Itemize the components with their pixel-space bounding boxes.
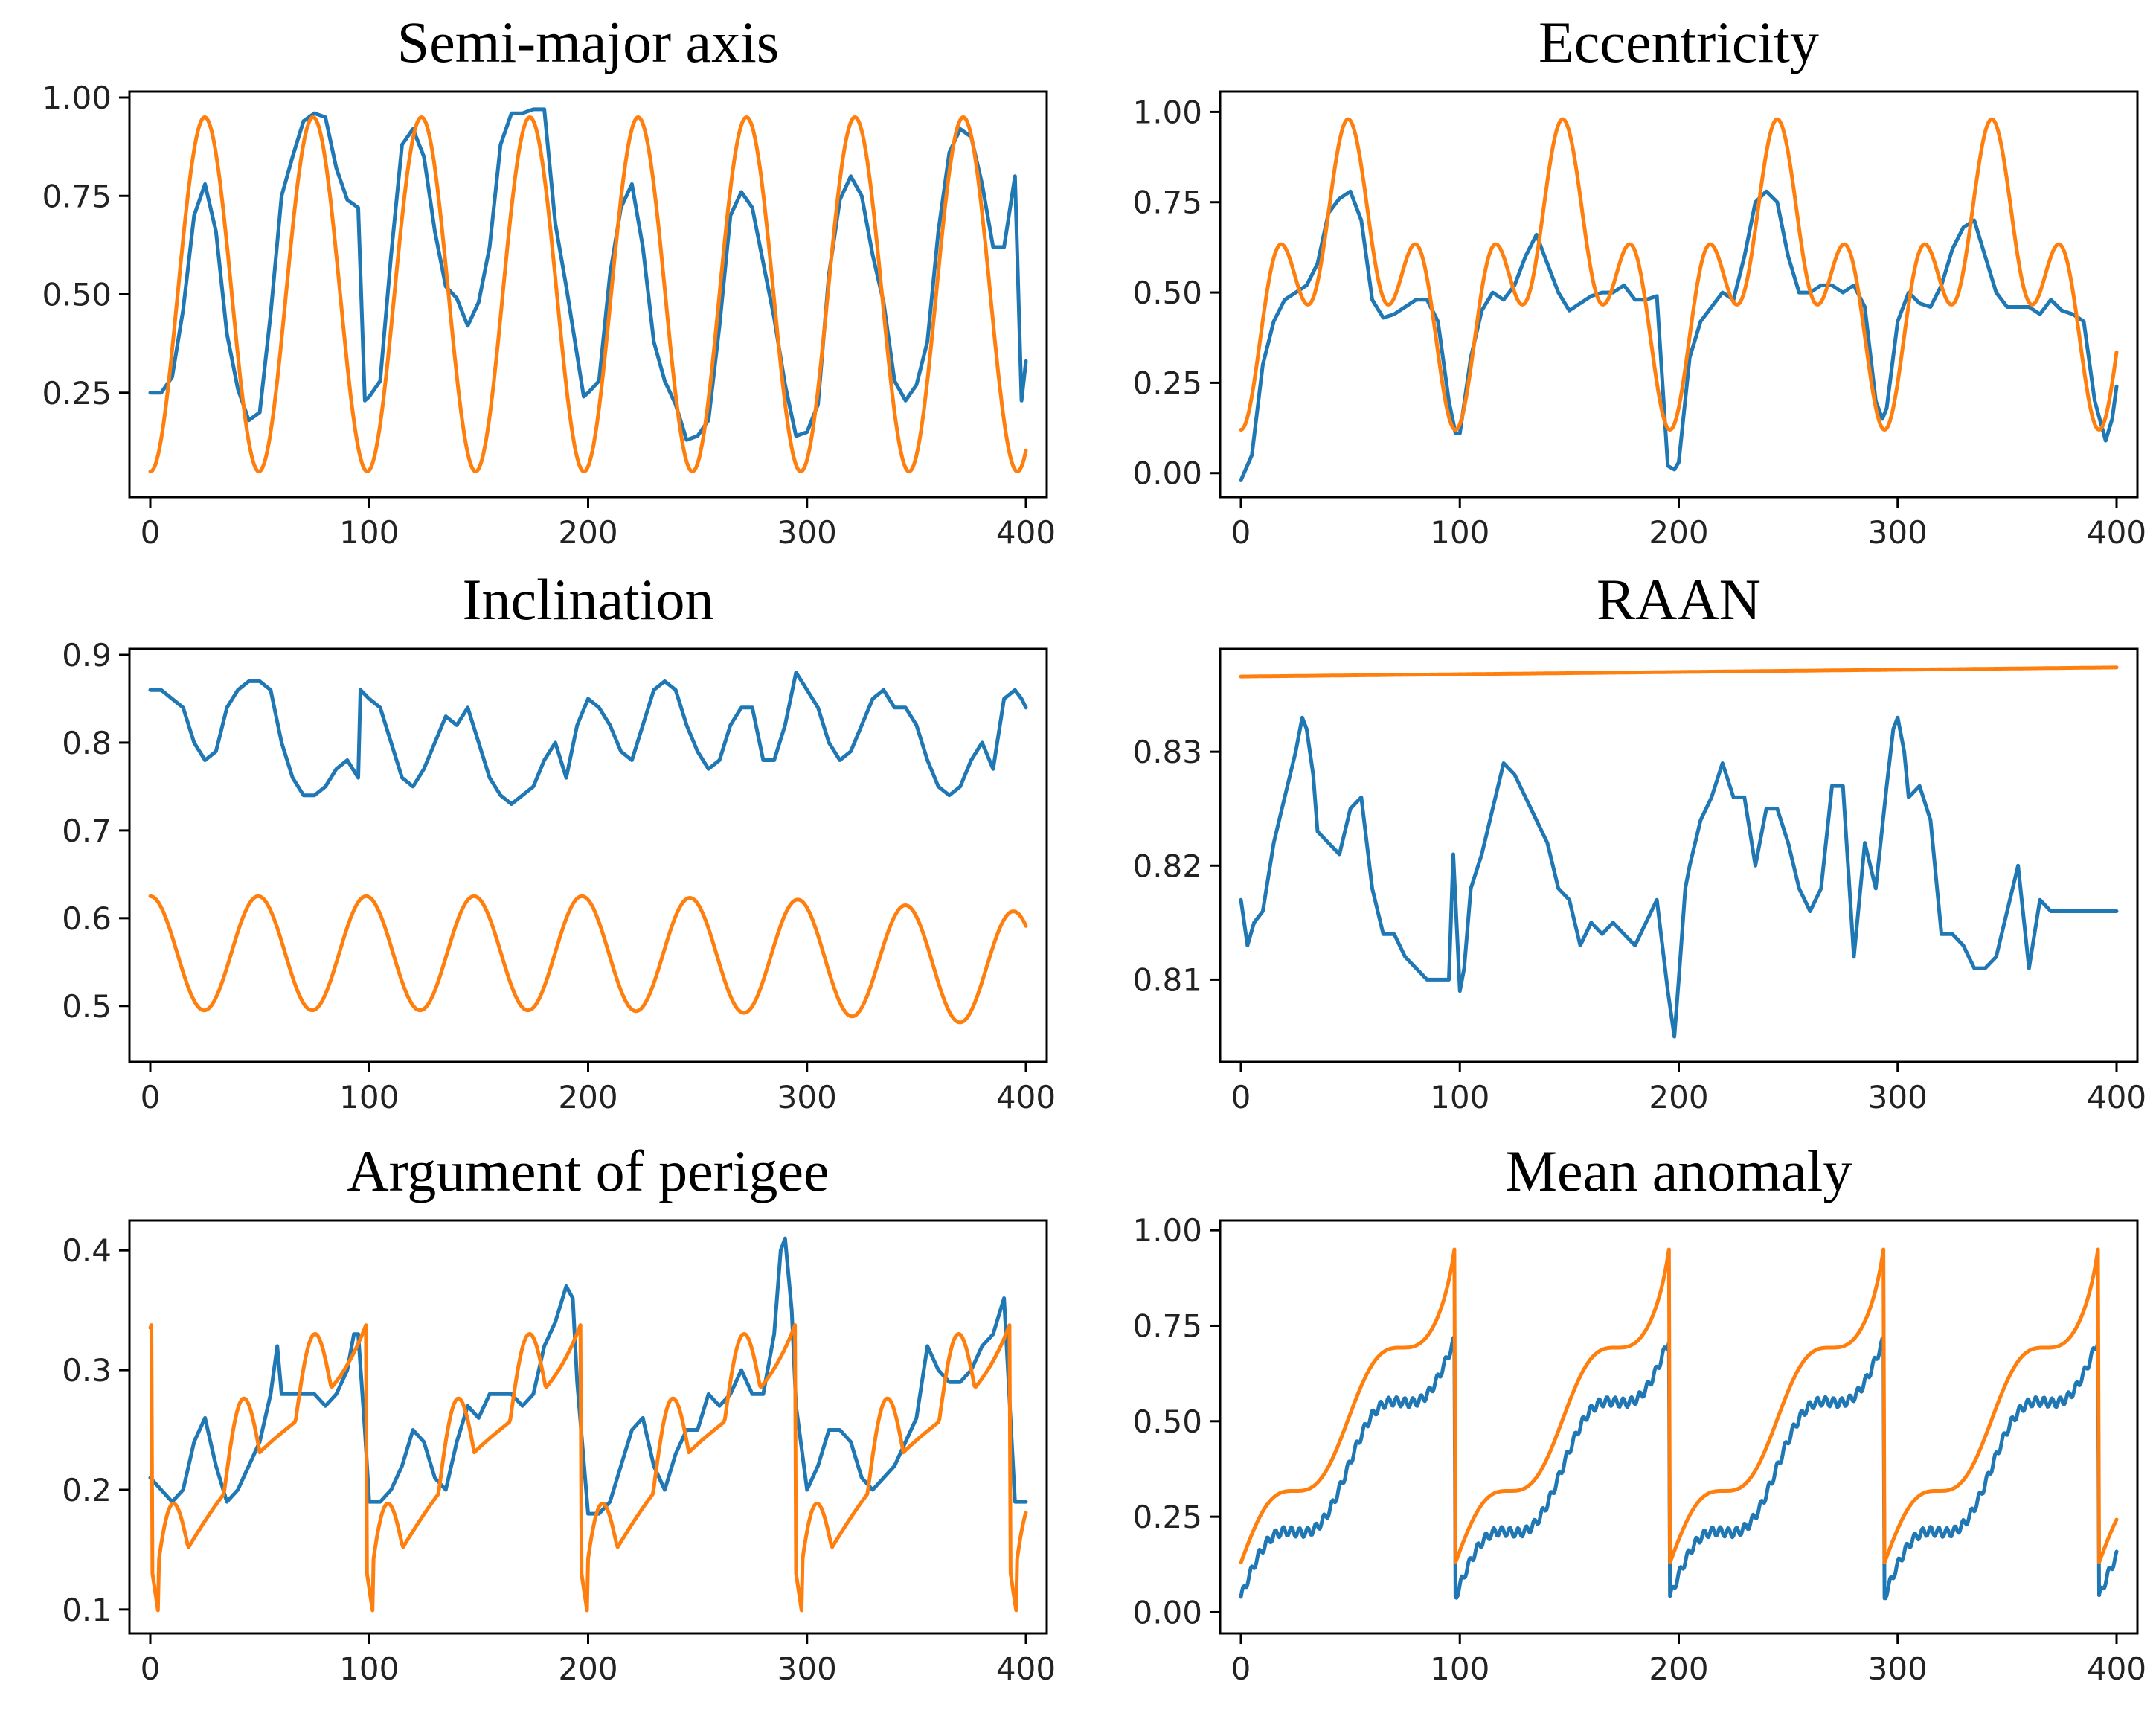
x-tick-label: 0 (141, 514, 161, 551)
y-tick-label: 0.75 (1132, 185, 1202, 221)
x-tick-label: 200 (1649, 514, 1708, 551)
subplot-title: Inclination (463, 567, 714, 632)
x-tick-label: 200 (558, 1651, 617, 1687)
series-line-true (1239, 1247, 2119, 1565)
x-tick-label: 100 (339, 1079, 399, 1116)
series-line-predicted (148, 671, 1028, 806)
y-tick-label: 0.75 (1132, 1308, 1202, 1344)
x-tick-label: 400 (2087, 1651, 2146, 1687)
x-tick-label: 100 (339, 1651, 399, 1687)
x-tick-label: 300 (777, 1651, 837, 1687)
x-tick-label: 100 (1430, 514, 1489, 551)
y-tick-label: 0.2 (62, 1472, 112, 1508)
plot-frame (128, 90, 1048, 499)
series-line-predicted (1239, 189, 2119, 482)
x-tick-label: 0 (1231, 514, 1251, 551)
subplot-title: Argument of perigee (347, 1139, 829, 1203)
x-tick-label: 100 (1430, 1079, 1489, 1116)
series-line-true (1239, 665, 2119, 679)
x-tick-label: 400 (996, 1079, 1056, 1116)
series-line-true (148, 894, 1028, 1025)
series-line-true (148, 1323, 1028, 1613)
subplot-inclination: Inclination 0 100 200 300 400 0.5 0.6 0.7 0.8 0.9 (62, 567, 1056, 1116)
y-tick-label: 0.4 (62, 1232, 112, 1269)
y-tick-label: 0.6 (62, 900, 112, 937)
y-tick-label: 0.50 (1132, 1404, 1202, 1440)
y-tick-label: 0.8 (62, 725, 112, 761)
y-tick-label: 0.83 (1132, 734, 1202, 770)
x-tick-label: 0 (141, 1651, 161, 1687)
y-tick-label: 1.00 (1132, 94, 1202, 130)
series-line-true (148, 115, 1028, 473)
y-tick-label: 0.7 (62, 813, 112, 849)
y-tick-label: 0.1 (62, 1592, 112, 1628)
x-tick-label: 300 (1868, 514, 1928, 551)
x-tick-label: 400 (2087, 1079, 2146, 1116)
series-line-true (1239, 117, 2119, 432)
x-tick-label: 100 (1430, 1651, 1489, 1687)
y-tick-label: 0.25 (42, 375, 112, 412)
y-tick-label: 0.82 (1132, 848, 1202, 884)
y-tick-label: 0.9 (62, 637, 112, 673)
x-tick-label: 400 (996, 1651, 1056, 1687)
subplot-title: RAAN (1597, 567, 1761, 632)
y-tick-label: 0.75 (42, 178, 112, 214)
subplot-eccentricity: Eccentricity 0 100 200 300 400 0.00 0.25 0.50 0.7… (1132, 10, 2146, 551)
x-tick-label: 200 (1649, 1651, 1708, 1687)
subplot-mean-anomaly: Mean anomaly 0 100 200 300 400 0.00 0.25 0.50 0.7… (1132, 1139, 2146, 1687)
x-tick-label: 400 (996, 514, 1056, 551)
series-line-predicted (148, 1236, 1028, 1516)
y-tick-label: 0.00 (1132, 455, 1202, 492)
x-tick-label: 200 (1649, 1079, 1708, 1116)
subplot-title: Semi-major axis (397, 10, 779, 74)
y-tick-label: 0.25 (1132, 1499, 1202, 1535)
y-tick-label: 1.00 (1132, 1212, 1202, 1249)
x-tick-label: 300 (1868, 1651, 1928, 1687)
subplot-argument-of-perigee: Argument of perigee 0 100 200 300 400 0.1 0.2 0.… (62, 1139, 1056, 1687)
y-tick-label: 1.00 (42, 80, 112, 116)
y-tick-label: 0.3 (62, 1352, 112, 1389)
subplot-title: Mean anomaly (1506, 1139, 1852, 1203)
series-line-predicted (148, 107, 1028, 442)
x-tick-label: 0 (141, 1079, 161, 1116)
series-line-predicted (1239, 715, 2119, 1039)
y-tick-label: 0.25 (1132, 365, 1202, 401)
subplot-semi-major-axis: Semi-major axis 0 100 200 300 400 0.25 0.50 0.75… (42, 10, 1056, 551)
y-tick-label: 0.5 (62, 988, 112, 1025)
y-tick-label: 0.00 (1132, 1594, 1202, 1630)
y-tick-label: 0.50 (1132, 275, 1202, 311)
y-tick-label: 0.50 (42, 277, 112, 313)
x-tick-label: 0 (1231, 1651, 1251, 1687)
x-tick-label: 300 (1868, 1079, 1928, 1116)
y-tick-label: 0.81 (1132, 961, 1202, 998)
x-tick-label: 300 (777, 514, 837, 551)
x-tick-label: 400 (2087, 514, 2146, 551)
subplot-title: Eccentricity (1539, 10, 1819, 74)
x-tick-label: 200 (558, 514, 617, 551)
x-tick-label: 0 (1231, 1079, 1251, 1116)
series-line-predicted (1239, 1334, 2119, 1601)
x-tick-label: 300 (777, 1079, 837, 1116)
x-tick-label: 200 (558, 1079, 617, 1116)
x-tick-label: 100 (339, 514, 399, 551)
subplot-raan: RAAN 0 100 200 300 400 0.81 0.82 0.83 (1132, 567, 2146, 1116)
